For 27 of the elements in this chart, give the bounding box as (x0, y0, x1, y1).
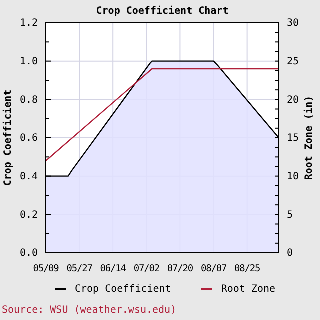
x-tick-label: 06/14 (100, 264, 127, 275)
x-tick-label: 07/02 (134, 264, 160, 275)
y-tick-label: 0.0 (20, 248, 38, 260)
y-tick-label: 0.8 (20, 94, 38, 106)
y-tick-label: 0.2 (20, 210, 38, 221)
y2-tick-label: 30 (287, 18, 300, 30)
y2-tick-label: 0 (287, 248, 294, 260)
legend-label: Crop Coefficient (75, 284, 172, 295)
x-tick-label: 05/27 (66, 264, 92, 275)
y2-tick-label: 5 (287, 210, 294, 221)
source-note: Source: WSU (weather.wsu.edu) (2, 305, 177, 316)
y2-tick-label: 20 (287, 94, 300, 106)
y2-axis-title: Root Zone (in) (303, 96, 315, 180)
legend-label: Root Zone (221, 284, 276, 295)
y2-tick-label: 10 (287, 172, 300, 183)
y-tick-label: 0.4 (20, 172, 38, 183)
x-tick-label: 08/07 (200, 264, 227, 275)
x-tick-label: 05/09 (33, 264, 60, 275)
y-axis-title: Crop Coefficient (2, 90, 14, 186)
chart-title: Crop Coefficient Chart (96, 5, 229, 17)
x-tick-label: 07/20 (167, 264, 194, 275)
y-tick-label: 1.0 (20, 56, 38, 68)
y2-tick-label: 25 (287, 56, 300, 68)
y-tick-label: 1.2 (20, 18, 38, 30)
y-tick-label: 0.6 (20, 133, 38, 144)
y2-tick-label: 15 (287, 133, 300, 144)
x-tick-label: 08/25 (234, 264, 260, 275)
